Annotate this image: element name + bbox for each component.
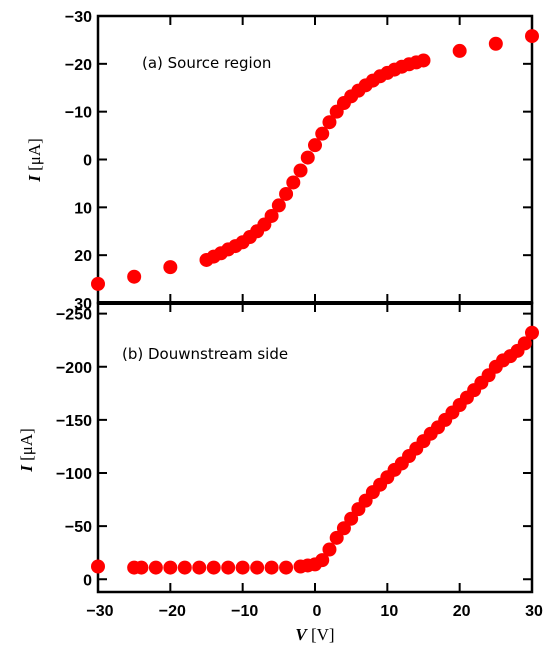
data-point (235, 560, 250, 575)
x-tick-label: 0 (313, 603, 322, 620)
x-tick-label: 20 (453, 603, 471, 620)
data-point (315, 126, 330, 141)
data-point (221, 560, 236, 575)
panel-a-y-axis-label: I [μA] (25, 138, 44, 183)
data-point (264, 560, 279, 575)
data-point (192, 560, 207, 575)
panel-b-y-axis-label: I [μA] (17, 428, 36, 473)
data-point (322, 115, 337, 130)
panel-a-ticks: −30 −20 −10 0 10 20 30 (65, 9, 533, 313)
y-tick-label: −150 (56, 413, 92, 430)
data-point (452, 43, 467, 58)
data-point (134, 560, 149, 575)
data-point (336, 521, 351, 536)
panel-b-title: (b) Douwnstream side (122, 345, 288, 363)
data-point (148, 560, 163, 575)
y-tick-label: −100 (56, 466, 92, 483)
data-point (525, 29, 539, 44)
data-point (286, 175, 301, 190)
data-point (127, 269, 142, 284)
y-tick-label: 30 (74, 296, 92, 313)
data-point (279, 560, 294, 575)
data-point (300, 150, 315, 165)
x-tick-label: −30 (86, 603, 113, 620)
panel-a-title: (a) Source region (142, 54, 271, 72)
data-point (177, 560, 192, 575)
data-point (163, 560, 178, 575)
y-tick-label: −10 (65, 105, 92, 122)
panel-b-ticks: −250−200−150−100−500−30 −20 −10 0 10 20 30 (56, 303, 543, 620)
x-tick-label: −20 (159, 603, 186, 620)
data-point (344, 511, 359, 526)
y-tick-label: −50 (65, 519, 92, 536)
data-point (250, 560, 265, 575)
data-point (525, 325, 539, 340)
y-tick-label: −30 (65, 9, 92, 26)
data-point (488, 36, 503, 51)
y-tick-label: 0 (83, 572, 92, 589)
data-point (91, 276, 105, 291)
y-tick-label: 10 (74, 200, 92, 217)
data-point (322, 542, 337, 557)
x-tick-label: 10 (380, 603, 398, 620)
data-point (416, 53, 431, 68)
panel-a-series (91, 29, 539, 291)
data-point (329, 530, 344, 545)
data-point (279, 186, 294, 201)
x-tick-label: −10 (231, 603, 258, 620)
y-tick-label: 0 (83, 153, 92, 170)
data-point (163, 260, 178, 275)
x-axis-label: V [V] (295, 625, 334, 644)
y-tick-label: −200 (56, 360, 92, 377)
y-tick-label: −20 (65, 57, 92, 74)
data-point (293, 163, 308, 178)
data-point (271, 198, 286, 213)
y-tick-label: 20 (74, 248, 92, 265)
x-tick-label: 30 (525, 603, 543, 620)
data-point (91, 559, 105, 574)
data-point (517, 336, 532, 351)
data-point (206, 560, 221, 575)
data-point (315, 553, 330, 568)
data-point (308, 138, 322, 153)
y-tick-label: −250 (56, 307, 92, 324)
data-point (264, 208, 279, 223)
panel-b-series (91, 325, 539, 575)
